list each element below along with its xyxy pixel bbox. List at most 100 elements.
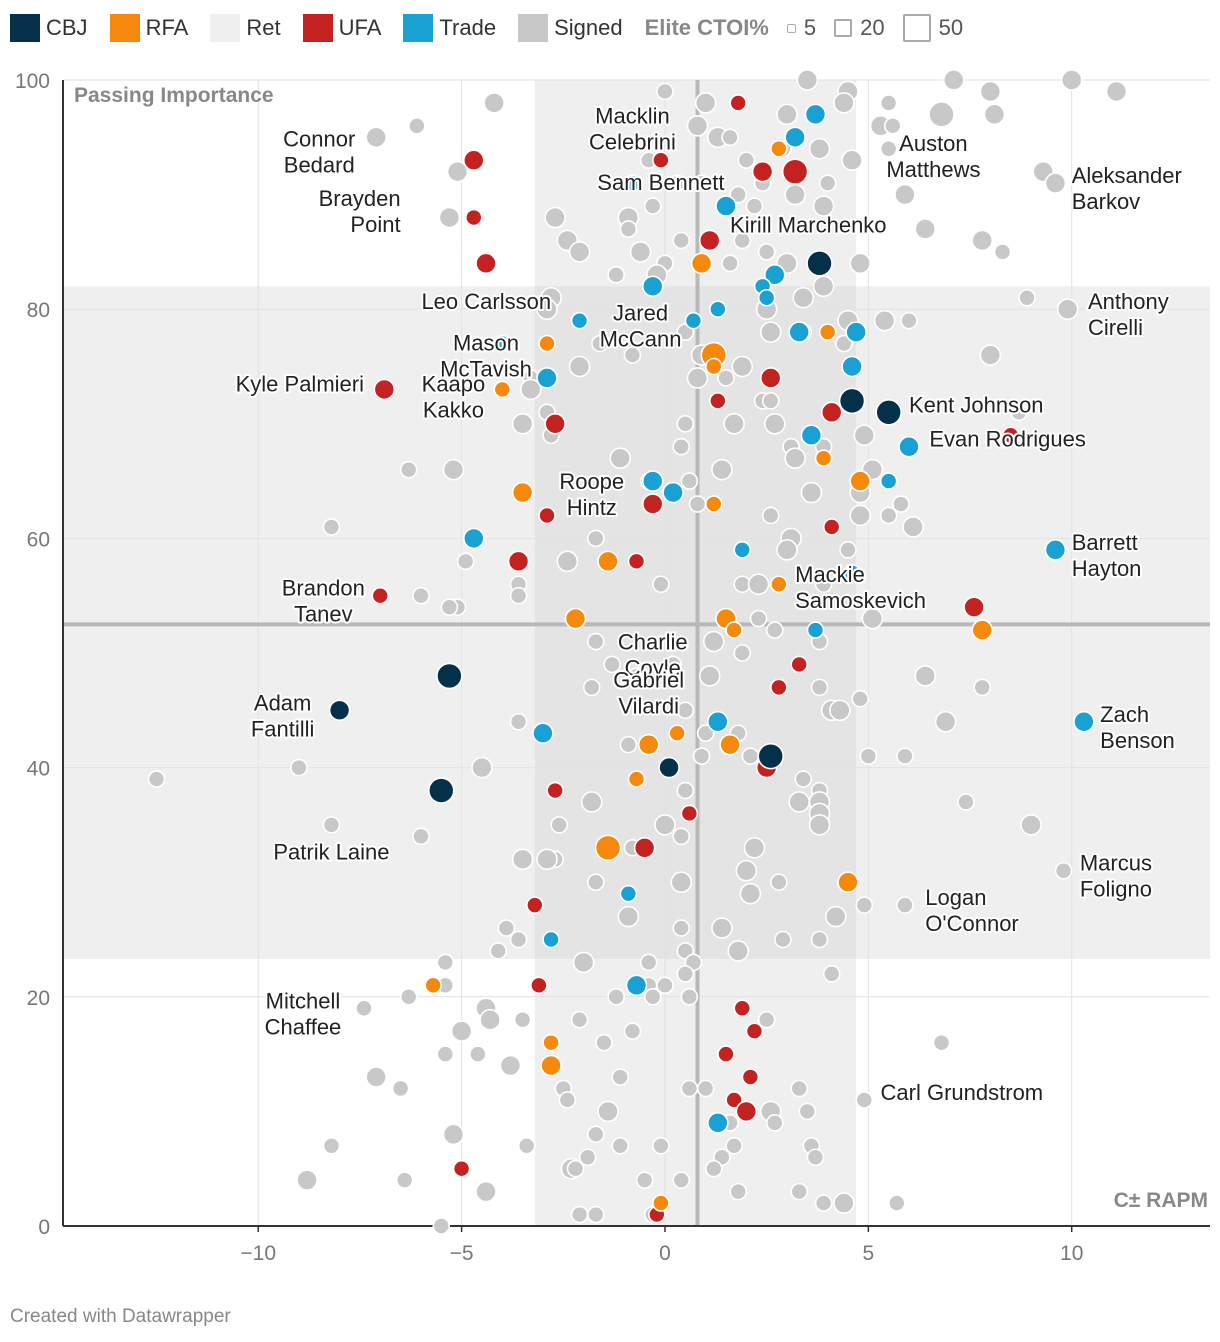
annotation-label: Brandon Tanev bbox=[282, 576, 365, 627]
data-point bbox=[440, 598, 459, 616]
data-point bbox=[692, 747, 711, 765]
data-point bbox=[607, 266, 625, 284]
data-point bbox=[914, 218, 937, 240]
data-point bbox=[704, 357, 723, 376]
data-point bbox=[790, 655, 808, 674]
annotation-label: Kyle Palmieri bbox=[236, 372, 364, 397]
data-point bbox=[643, 197, 662, 215]
data-point bbox=[800, 481, 823, 504]
annotation-line: Coyle bbox=[625, 656, 681, 681]
data-point bbox=[483, 92, 505, 114]
data-point bbox=[676, 965, 695, 983]
data-point bbox=[711, 458, 733, 481]
data-point bbox=[859, 747, 878, 765]
annotation-label: Auston Matthews bbox=[886, 131, 980, 182]
legend-item-signed[interactable]: Signed bbox=[518, 14, 623, 42]
data-point bbox=[883, 117, 902, 135]
data-point bbox=[737, 151, 756, 170]
legend-item-rfa[interactable]: RFA bbox=[109, 14, 188, 42]
data-point bbox=[973, 678, 992, 697]
data-point bbox=[845, 321, 867, 343]
annotation-line: Celebrini bbox=[589, 130, 676, 155]
data-point bbox=[507, 550, 530, 573]
annotation-label: Gabriel Vilardi bbox=[613, 667, 684, 718]
data-point bbox=[686, 367, 709, 389]
data-point bbox=[526, 896, 544, 914]
x-tick-label: −5 bbox=[450, 1242, 474, 1265]
legend-item-cbj[interactable]: CBJ bbox=[10, 14, 88, 42]
data-point bbox=[770, 575, 788, 594]
data-point bbox=[957, 793, 975, 811]
data-point bbox=[452, 1159, 471, 1178]
data-point bbox=[680, 1079, 699, 1098]
x-tick-label: 10 bbox=[1060, 1242, 1083, 1265]
data-point bbox=[696, 1079, 715, 1098]
legend-item-trade[interactable]: Trade bbox=[403, 14, 496, 42]
data-point bbox=[727, 940, 749, 962]
data-point bbox=[711, 917, 733, 939]
annotation-label: Marcus Foligno bbox=[1080, 851, 1152, 902]
annotation-label: Mitchell Chaffee bbox=[265, 988, 342, 1039]
data-point bbox=[511, 848, 534, 871]
annotation-label: Aleksander Barkov bbox=[1072, 163, 1182, 214]
annotation-line: Charlie bbox=[618, 630, 688, 655]
annotation-label: Leo Carlsson bbox=[421, 289, 551, 314]
data-point bbox=[442, 1123, 465, 1146]
annotation-line: Anthony bbox=[1088, 289, 1169, 314]
data-point bbox=[686, 115, 709, 137]
data-point bbox=[684, 311, 703, 330]
data-point bbox=[517, 1136, 536, 1155]
series-ufa bbox=[371, 94, 1020, 1224]
data-point bbox=[759, 321, 782, 343]
data-point bbox=[412, 586, 430, 605]
annotation-line: Auston bbox=[899, 131, 968, 156]
data-point bbox=[633, 837, 656, 859]
annotation-line: Tanev bbox=[294, 602, 353, 627]
data-point bbox=[296, 1169, 318, 1191]
data-point bbox=[611, 1068, 630, 1086]
data-point bbox=[900, 311, 918, 330]
data-point bbox=[733, 644, 752, 662]
data-point bbox=[538, 334, 556, 353]
data-point bbox=[587, 632, 605, 651]
data-point bbox=[733, 231, 752, 250]
data-point bbox=[735, 859, 758, 882]
annotation-line: Gabriel bbox=[613, 667, 684, 692]
data-point bbox=[594, 834, 622, 862]
legend-label: Ret bbox=[246, 15, 281, 40]
annotation-line: Carl Grundstrom bbox=[881, 1080, 1044, 1105]
data-point bbox=[587, 1125, 605, 1144]
legend-item-ret[interactable]: Ret bbox=[210, 14, 281, 42]
annotation-line: Matthews bbox=[886, 157, 980, 182]
data-point bbox=[1054, 861, 1073, 880]
data-point bbox=[690, 252, 713, 275]
data-point bbox=[627, 667, 646, 685]
data-point bbox=[806, 621, 825, 639]
data-point bbox=[672, 827, 691, 846]
data-point bbox=[729, 185, 747, 204]
data-point bbox=[715, 195, 737, 217]
data-point bbox=[568, 241, 591, 263]
data-point bbox=[519, 378, 542, 401]
data-point bbox=[625, 974, 648, 997]
annotation-label: Adam Fantilli bbox=[251, 690, 315, 741]
annotation-line: Kent Johnson bbox=[909, 392, 1044, 417]
data-point bbox=[812, 275, 835, 298]
data-point bbox=[818, 174, 837, 192]
y-tick-label: 0 bbox=[38, 1216, 50, 1239]
data-point bbox=[790, 1079, 808, 1098]
data-point bbox=[979, 80, 1002, 103]
annotation-line: Bedard bbox=[284, 152, 355, 177]
data-point bbox=[792, 286, 815, 309]
data-point bbox=[664, 655, 682, 674]
data-point bbox=[829, 699, 851, 722]
legend-item-ufa[interactable]: UFA bbox=[302, 14, 381, 42]
data-point bbox=[704, 1159, 723, 1178]
legend-swatch bbox=[210, 14, 241, 42]
annotation-line: Patrik Laine bbox=[273, 839, 389, 864]
y-tick-label: 100 bbox=[15, 70, 50, 93]
y-tick-label: 60 bbox=[27, 528, 50, 551]
legend-swatch bbox=[302, 14, 333, 42]
data-point bbox=[694, 92, 717, 114]
